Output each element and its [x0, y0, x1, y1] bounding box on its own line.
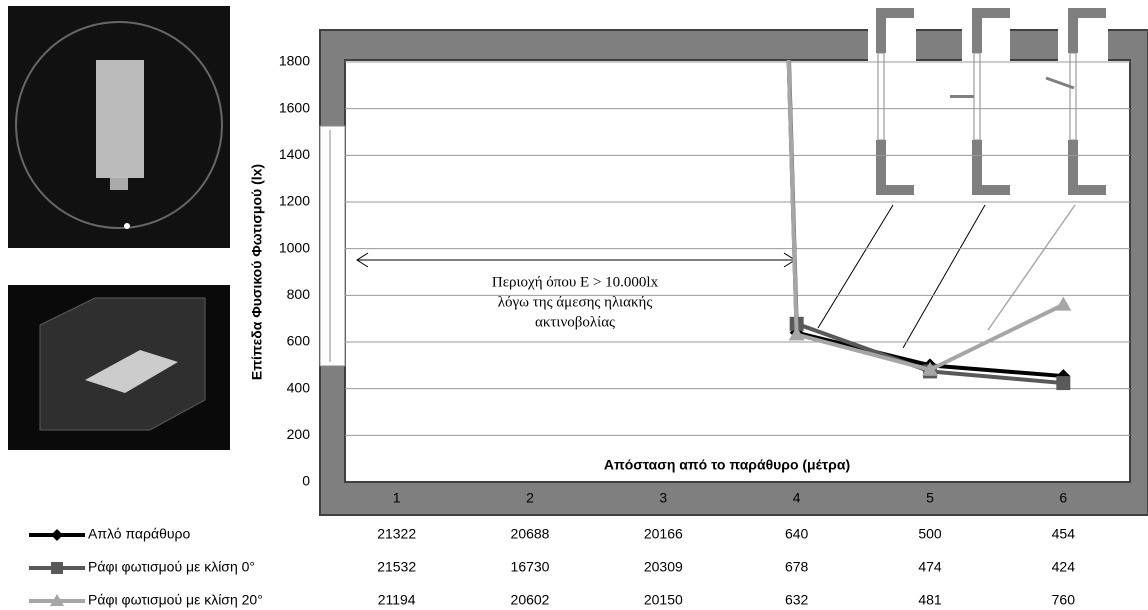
x-tick-label: 1: [393, 490, 401, 506]
table-cell: 21194: [378, 592, 416, 608]
legend-label: Απλό παράθυρο: [88, 526, 190, 542]
marker: [1056, 376, 1070, 390]
legend-label: Ράφι φωτισμού με κλίση 0°: [88, 559, 255, 575]
table-cell: 632: [785, 592, 809, 608]
table-cell: 500: [918, 526, 942, 542]
y-tick-label: 1800: [279, 53, 310, 69]
window-opening: [320, 126, 345, 366]
table-cell: 640: [785, 526, 809, 542]
legend-label: Ράφι φωτισμού με κλίση 20°: [88, 592, 263, 608]
table-cell: 454: [1052, 526, 1076, 542]
table-cell: 21322: [377, 526, 416, 542]
table-cell: 760: [1052, 592, 1076, 608]
table-cell: 678: [785, 559, 809, 575]
table-cell: 20166: [644, 526, 683, 542]
table-cell: 424: [1052, 559, 1076, 575]
table-cell: 20602: [511, 592, 550, 608]
x-tick-label: 3: [659, 490, 667, 506]
legend-marker: [51, 562, 63, 574]
y-tick-label: 1600: [279, 99, 310, 115]
room-plan: [96, 60, 144, 178]
annotation: ακτινοβολίας: [535, 314, 615, 330]
y-tick-label: 1000: [279, 239, 310, 255]
table-cell: 481: [918, 592, 942, 608]
table-cell: 21532: [377, 559, 416, 575]
chart: Περιοχή όπου E > 10.000lx λόγω της άμεση…: [0, 0, 1148, 610]
sun-point: [124, 223, 130, 229]
table-cell: 16730: [511, 559, 550, 575]
shelf-diagrams: [868, 0, 1108, 205]
y-tick-label: 400: [287, 379, 311, 395]
table-cell: 474: [918, 559, 942, 575]
y-tick-label: 1200: [279, 193, 310, 209]
y-tick-label: 0: [302, 473, 310, 489]
y-tick-label: 1400: [279, 146, 310, 162]
table-cell: 20150: [644, 592, 683, 608]
window-plan: [110, 178, 128, 190]
annotation: Περιοχή όπου E > 10.000lx: [492, 274, 659, 290]
x-tick-label: 5: [926, 490, 934, 506]
y-tick-label: 800: [287, 286, 311, 302]
y-tick-label: 600: [287, 333, 311, 349]
x-tick-label: 6: [1059, 490, 1067, 506]
legend-marker: [51, 529, 63, 541]
annotation: λόγω της άμεσης ηλιακής: [498, 294, 653, 310]
plot-area: [345, 60, 1130, 482]
y-axis-title: Επίπεδα Φυσικού Φωτισμού (lx): [249, 164, 265, 380]
table-cell: 20688: [511, 526, 550, 542]
table-cell: 20309: [644, 559, 683, 575]
x-axis-title: Απόσταση από το παράθυρο (μέτρα): [604, 457, 850, 473]
x-tick-label: 2: [526, 490, 534, 506]
y-tick-label: 200: [287, 426, 311, 442]
x-tick-label: 4: [793, 490, 801, 506]
